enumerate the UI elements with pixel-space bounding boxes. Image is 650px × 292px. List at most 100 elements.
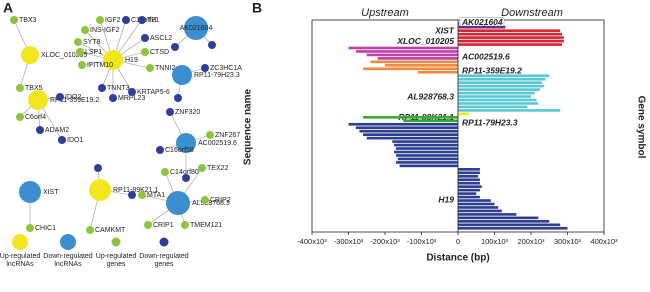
gene-node	[122, 16, 130, 24]
bar	[458, 181, 480, 185]
node-label: TBX5	[25, 85, 43, 92]
node-label: RP11-79H23.3	[194, 72, 240, 79]
x-tick-label: -400x10³	[297, 237, 327, 246]
gene-node	[10, 16, 18, 24]
lncrna-node	[184, 16, 208, 40]
panel-letter: B	[252, 0, 262, 16]
bar	[366, 53, 458, 57]
legend-label: lncRNAs	[54, 261, 82, 268]
bar	[458, 199, 491, 202]
node-label: SYT8	[83, 39, 101, 46]
node-label: ZNF320	[175, 109, 200, 116]
legend-marker	[111, 237, 121, 247]
gene-node	[146, 64, 154, 72]
gene-node	[201, 196, 209, 204]
bar	[458, 105, 528, 109]
gene-node	[81, 26, 89, 34]
gene-node	[58, 136, 66, 144]
x-tick-label: 400x10³	[590, 237, 618, 246]
bar	[385, 64, 458, 67]
bar	[458, 206, 499, 209]
lncrna-node	[21, 46, 39, 64]
bar	[458, 112, 469, 116]
series-label: AK021604	[461, 17, 503, 27]
node-label: TNNT3	[107, 85, 130, 92]
gene-node	[141, 48, 149, 56]
gene-node	[96, 16, 104, 24]
series-label: AL928768.3	[406, 91, 454, 101]
legend-label: genes	[154, 261, 174, 268]
node-label: IGF2	[105, 17, 121, 24]
node-label: MTA1	[147, 192, 165, 199]
gene-node	[109, 94, 117, 102]
label-bg	[433, 26, 456, 37]
bar	[394, 143, 458, 147]
gene-node	[144, 221, 152, 229]
bar	[395, 147, 458, 150]
bar	[458, 102, 539, 105]
legend-marker	[60, 234, 76, 250]
bar	[395, 161, 458, 164]
node-label: RP11-89K21.1	[113, 187, 159, 194]
series-label: H19	[438, 195, 454, 205]
legend-label: Down-regulated	[43, 253, 93, 260]
gene-node	[94, 164, 102, 172]
x-tick-label: -300x10³	[334, 237, 364, 246]
node-label: IFITM10	[87, 62, 113, 69]
node-label: XLOC_010205	[41, 52, 87, 59]
node-label: CRIP1	[153, 222, 174, 229]
bar	[458, 178, 480, 182]
lncrna-node	[172, 65, 192, 85]
node-label: AC002519.6	[198, 140, 237, 147]
bar	[458, 98, 537, 102]
gene-node	[76, 48, 84, 56]
bar	[458, 29, 561, 32]
node-label: MRPL23	[118, 95, 145, 102]
gene-node	[78, 61, 86, 69]
label-bg	[405, 92, 456, 103]
gene-node	[56, 93, 64, 101]
gene-node	[16, 84, 24, 92]
x-tick-label: -100x10³	[407, 237, 437, 246]
gene-node	[26, 224, 34, 232]
bar	[458, 192, 477, 195]
legend-marker	[12, 234, 28, 250]
label-bg	[460, 66, 524, 77]
node-label: INS-IGF2	[90, 27, 120, 34]
node-label: TH	[147, 17, 156, 24]
node-label: ADAM2	[45, 127, 69, 134]
label-bg	[460, 118, 520, 129]
bar	[377, 57, 458, 60]
series-label: AC002519.6	[461, 51, 510, 61]
label-bg	[460, 52, 512, 63]
node-label: AK021604	[180, 25, 213, 32]
chart: B Upstream Downstream -400x10³ -300x10³ -200x…	[243, 0, 647, 264]
lncrna-node	[28, 90, 48, 110]
bar	[348, 122, 458, 126]
node-label: IDO2	[65, 94, 81, 101]
bar	[355, 126, 458, 130]
node-label: ASCL2	[150, 35, 172, 42]
node-label: TNNI2	[155, 65, 175, 72]
bar	[458, 88, 541, 91]
lncrna-node	[19, 181, 41, 203]
bar	[458, 209, 502, 213]
node-label: C14orf80	[170, 169, 199, 176]
series-label: XLOC_010205	[396, 36, 454, 46]
bar	[458, 84, 544, 88]
gene-node	[86, 226, 94, 234]
bar	[458, 220, 550, 223]
gene-node	[166, 108, 174, 116]
series-label: XIST	[434, 25, 455, 35]
bar	[399, 164, 458, 168]
node-label: CAMKMT	[95, 227, 126, 234]
bar	[458, 109, 561, 112]
network: A H19 XLOC_010205 RP11-359E19.2 RP11-89K21.1…	[0, 0, 242, 268]
bar	[458, 188, 480, 192]
gene-node	[156, 146, 164, 154]
bar	[458, 36, 564, 39]
node-label: CTSD	[150, 49, 169, 56]
bar	[397, 157, 458, 161]
gene-node	[201, 64, 209, 72]
